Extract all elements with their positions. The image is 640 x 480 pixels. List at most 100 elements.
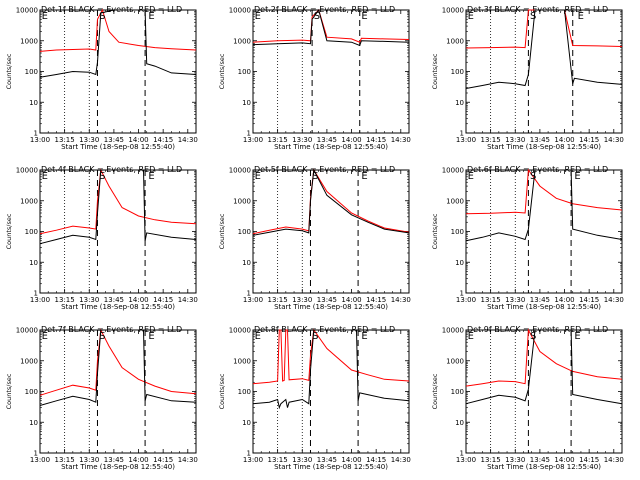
y-tick-label: 1 <box>460 290 464 298</box>
y-tick-label: 1000 <box>20 357 38 365</box>
x-axis-title: Start Time (18-Sep-08 12:55:40) <box>487 303 601 311</box>
x-tick-label: 13:45 <box>530 456 550 464</box>
x-tick-label: 13:15 <box>481 296 501 304</box>
x-tick-label: 14:00 <box>128 456 148 464</box>
x-axis-title: Start Time (18-Sep-08 12:55:40) <box>487 143 601 151</box>
x-tick-label: 14:15 <box>579 456 599 464</box>
x-tick-label: 14:00 <box>554 136 574 144</box>
end-marker-label: E <box>574 171 580 182</box>
x-tick-label: 14:30 <box>178 136 198 144</box>
y-tick-label: 1 <box>34 130 38 138</box>
panel-det-6: Det 6f BLACK = Events, RED = LLD11010010… <box>431 165 624 311</box>
start-marker-label: S <box>530 331 536 342</box>
x-tick-label: 14:00 <box>554 456 574 464</box>
y-tick-label: 10000 <box>229 327 251 335</box>
y-axis-title: Counts/sec <box>218 373 226 409</box>
series-line-events <box>39 9 197 78</box>
y-tick-label: 1 <box>460 450 464 458</box>
end-marker-label: E <box>255 171 261 182</box>
end-marker-label: E <box>42 171 48 182</box>
x-tick-label: 13:00 <box>30 456 50 464</box>
y-tick-label: 100 <box>451 228 464 236</box>
end-marker-label: E <box>468 331 474 342</box>
end-marker-label: E <box>42 331 48 342</box>
series-line-events <box>252 168 410 236</box>
end-marker-label: E <box>255 331 261 342</box>
x-tick-label: 14:15 <box>579 296 599 304</box>
panel-det-5: Det 5f BLACK = Events, RED = LLD11010010… <box>218 165 411 311</box>
series-line-lld <box>465 168 623 215</box>
x-tick-label: 13:30 <box>292 456 312 464</box>
y-tick-label: 10 <box>29 419 38 427</box>
y-axis-title: Counts/sec <box>5 373 13 409</box>
y-tick-label: 10 <box>242 419 251 427</box>
series-line-events <box>252 8 410 47</box>
x-tick-label: 13:30 <box>505 296 525 304</box>
end-marker-label: E <box>468 11 474 22</box>
x-axis-title: Start Time (18-Sep-08 12:55:40) <box>61 143 175 151</box>
end-marker-label: E <box>42 11 48 22</box>
start-marker-label: S <box>530 171 536 182</box>
y-axis-title: Counts/sec <box>5 213 13 249</box>
x-tick-label: 14:15 <box>366 456 386 464</box>
panel-det-3: Det 3f BLACK = Events, RED = LLD11010010… <box>431 5 624 151</box>
x-tick-label: 14:30 <box>178 296 198 304</box>
series-line-lld <box>252 9 410 43</box>
y-tick-label: 100 <box>451 68 464 76</box>
series-line-lld <box>39 168 197 235</box>
start-marker-label: S <box>314 11 320 22</box>
x-tick-label: 13:45 <box>104 456 124 464</box>
y-tick-label: 1 <box>247 290 251 298</box>
x-tick-label: 13:15 <box>481 456 501 464</box>
y-tick-label: 100 <box>25 388 38 396</box>
x-tick-label: 13:45 <box>530 296 550 304</box>
x-axis-title: Start Time (18-Sep-08 12:55:40) <box>61 303 175 311</box>
panel-det-4: Det 4f BLACK = Events, RED = LLD11010010… <box>5 165 198 311</box>
x-axis-title: Start Time (18-Sep-08 12:55:40) <box>61 463 175 471</box>
y-axis-title: Counts/sec <box>431 373 439 409</box>
y-tick-label: 1 <box>460 130 464 138</box>
panel-det-2: Det 2f BLACK = Events, RED = LLD11010010… <box>218 5 411 151</box>
start-marker-label: S <box>312 171 318 182</box>
x-tick-label: 13:00 <box>30 136 50 144</box>
x-tick-label: 14:30 <box>391 456 411 464</box>
end-marker-label: E <box>148 171 154 182</box>
x-tick-label: 14:00 <box>554 296 574 304</box>
y-tick-label: 10 <box>29 99 38 107</box>
y-tick-label: 1000 <box>446 37 464 45</box>
x-tick-label: 14:30 <box>604 296 624 304</box>
y-tick-label: 10 <box>29 259 38 267</box>
x-tick-label: 13:45 <box>317 136 337 144</box>
x-axis-title: Start Time (18-Sep-08 12:55:40) <box>487 463 601 471</box>
panel-det-1: Det 1f BLACK = Events, RED = LLD11010010… <box>5 5 198 151</box>
x-tick-label: 13:45 <box>104 296 124 304</box>
x-axis-title: Start Time (18-Sep-08 12:55:40) <box>274 463 388 471</box>
x-tick-label: 14:00 <box>128 136 148 144</box>
y-tick-label: 10000 <box>16 327 38 335</box>
x-tick-label: 13:15 <box>55 456 75 464</box>
x-tick-label: 14:15 <box>153 296 173 304</box>
x-tick-label: 13:00 <box>243 456 263 464</box>
end-marker-label: E <box>468 171 474 182</box>
series-line-lld <box>465 328 623 387</box>
start-marker-label: S <box>312 331 318 342</box>
x-tick-label: 13:15 <box>268 456 288 464</box>
x-tick-label: 13:00 <box>243 296 263 304</box>
y-tick-label: 10000 <box>442 167 464 175</box>
x-tick-label: 13:45 <box>104 136 124 144</box>
start-marker-label: S <box>99 331 105 342</box>
series-line-events <box>252 329 410 410</box>
series-line-events <box>465 169 623 242</box>
plot-frame <box>252 169 410 294</box>
x-tick-label: 13:00 <box>30 296 50 304</box>
series-line-lld <box>252 328 410 385</box>
y-axis-title: Counts/sec <box>218 213 226 249</box>
y-tick-label: 1000 <box>20 37 38 45</box>
end-marker-label: E <box>361 11 367 22</box>
x-tick-label: 13:00 <box>456 296 476 304</box>
x-tick-label: 13:15 <box>268 296 288 304</box>
x-tick-label: 14:30 <box>604 456 624 464</box>
y-axis-title: Counts/sec <box>218 53 226 89</box>
x-tick-label: 13:45 <box>317 296 337 304</box>
start-marker-label: S <box>99 171 105 182</box>
